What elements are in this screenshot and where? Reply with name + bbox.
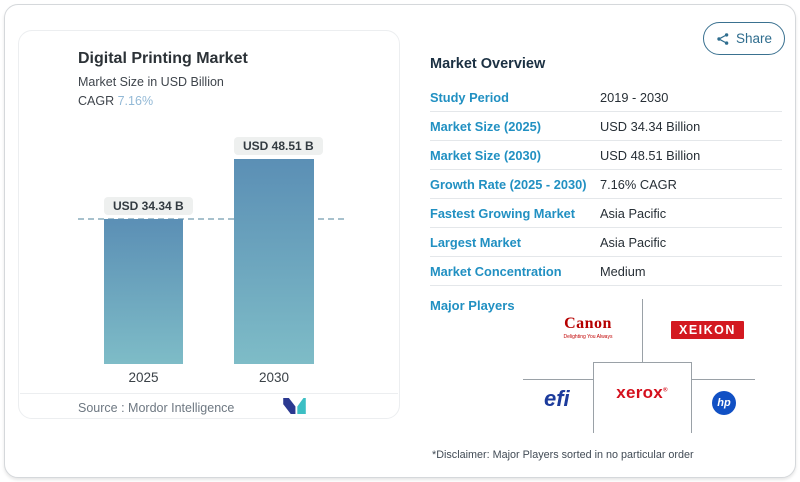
table-row: Market Size (2030) USD 48.51 Billion bbox=[430, 141, 782, 170]
row-value: Asia Pacific bbox=[600, 205, 667, 221]
row-value: Asia Pacific bbox=[600, 234, 667, 250]
efi-logo: efi bbox=[544, 386, 570, 411]
row-label: Market Size (2030) bbox=[430, 147, 541, 163]
table-row: Market Size (2025) USD 34.34 Billion bbox=[430, 112, 782, 141]
xeikon-logo: XEIKON bbox=[671, 321, 744, 339]
major-players-label: Major Players bbox=[430, 298, 515, 313]
table-row: Largest Market Asia Pacific bbox=[430, 228, 782, 257]
row-label: Market Size (2025) bbox=[430, 118, 541, 134]
market-size-chart-card: Digital Printing Market Market Size in U… bbox=[18, 30, 400, 419]
cagr-value: 7.16% bbox=[117, 94, 154, 108]
source-label: Source : bbox=[78, 401, 125, 415]
row-value: Medium bbox=[600, 263, 646, 279]
report-card: Share Digital Printing Market Market Siz… bbox=[4, 4, 796, 478]
table-row: Fastest Growing Market Asia Pacific bbox=[430, 199, 782, 228]
xerox-logo: xerox® bbox=[616, 383, 668, 402]
canon-logo: Canon Delighting You Always bbox=[563, 315, 613, 340]
bar-2030 bbox=[234, 159, 314, 364]
row-label: Study Period bbox=[430, 89, 509, 105]
chart-cagr: CAGR 7.16% bbox=[78, 94, 153, 108]
bar-value-label-2025: USD 34.34 B bbox=[104, 197, 193, 215]
players-center-box bbox=[593, 362, 692, 433]
players-connector-right bbox=[691, 379, 755, 380]
players-connector-vertical bbox=[642, 299, 643, 362]
source-divider bbox=[20, 393, 398, 394]
chart-title: Digital Printing Market bbox=[78, 50, 248, 67]
players-connector-left bbox=[523, 379, 593, 380]
row-value: USD 34.34 Billion bbox=[600, 118, 701, 134]
registered-mark: ® bbox=[663, 387, 668, 394]
table-row: Study Period 2019 - 2030 bbox=[430, 83, 782, 112]
row-label: Growth Rate (2025 - 2030) bbox=[430, 176, 587, 192]
share-button[interactable]: Share bbox=[703, 22, 785, 55]
source-value: Mordor Intelligence bbox=[128, 401, 235, 415]
bar-2025 bbox=[104, 219, 183, 364]
x-axis-label-2030: 2030 bbox=[258, 370, 290, 385]
share-icon bbox=[716, 32, 730, 46]
cagr-label: CAGR bbox=[78, 94, 115, 108]
table-row: Market Concentration Medium bbox=[430, 257, 782, 286]
bar-value-label-2030: USD 48.51 B bbox=[234, 137, 323, 155]
row-value: 2019 - 2030 bbox=[600, 89, 669, 105]
chart-subtitle: Market Size in USD Billion bbox=[78, 75, 224, 89]
players-disclaimer: *Disclaimer: Major Players sorted in no … bbox=[432, 449, 694, 461]
share-label: Share bbox=[735, 31, 773, 46]
row-label: Fastest Growing Market bbox=[430, 205, 576, 221]
overview-title: Market Overview bbox=[430, 56, 546, 72]
hp-logo: hp bbox=[712, 391, 736, 415]
reference-dashed-line bbox=[78, 218, 344, 220]
table-row: Growth Rate (2025 - 2030) 7.16% CAGR bbox=[430, 170, 782, 199]
row-label: Market Concentration bbox=[430, 263, 562, 279]
row-label: Largest Market bbox=[430, 234, 522, 250]
row-value: 7.16% CAGR bbox=[600, 176, 677, 192]
source-row: Source : Mordor Intelligence bbox=[78, 401, 234, 415]
mordor-intelligence-logo-icon bbox=[283, 398, 306, 419]
overview-table: Study Period 2019 - 2030 Market Size (20… bbox=[430, 83, 782, 286]
row-value: USD 48.51 Billion bbox=[600, 147, 701, 163]
x-axis-label-2025: 2025 bbox=[128, 370, 159, 385]
